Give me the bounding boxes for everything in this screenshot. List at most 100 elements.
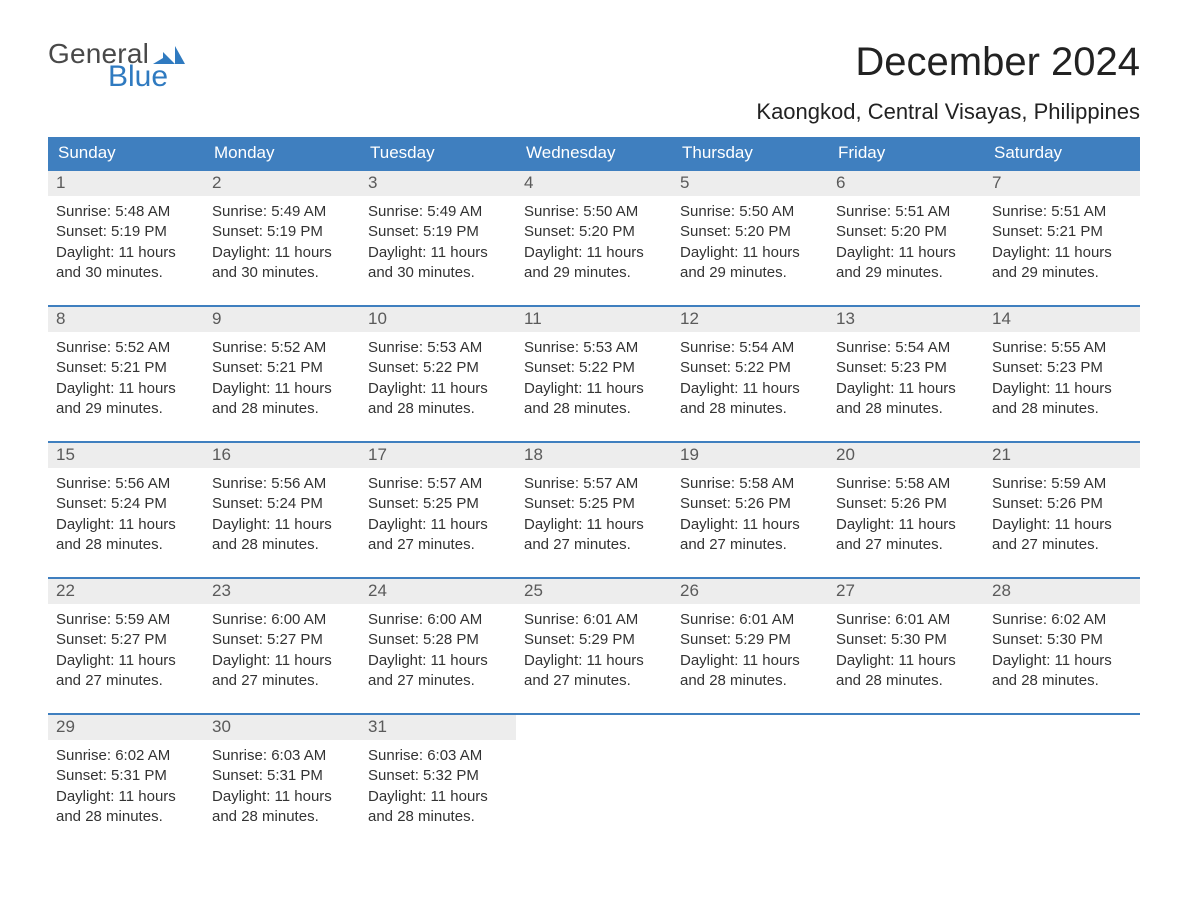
weekday-header: Tuesday [360,137,516,171]
day-dl1: Daylight: 11 hours [56,379,196,399]
day-dl2: and 28 minutes. [836,399,976,419]
day-body: Sunrise: 5:59 AMSunset: 5:26 PMDaylight:… [984,468,1140,561]
day-cell: 20Sunrise: 5:58 AMSunset: 5:26 PMDayligh… [828,443,984,563]
day-cell: 8Sunrise: 5:52 AMSunset: 5:21 PMDaylight… [48,307,204,427]
day-sunrise: Sunrise: 5:48 AM [56,202,196,222]
day-sunrise: Sunrise: 5:53 AM [524,338,664,358]
day-body: Sunrise: 5:52 AMSunset: 5:21 PMDaylight:… [48,332,204,425]
day-number: 20 [828,443,984,468]
day-sunrise: Sunrise: 5:54 AM [836,338,976,358]
day-cell: 17Sunrise: 5:57 AMSunset: 5:25 PMDayligh… [360,443,516,563]
day-sunset: Sunset: 5:21 PM [992,222,1132,242]
day-sunset: Sunset: 5:31 PM [56,766,196,786]
day-dl2: and 29 minutes. [680,263,820,283]
day-number: 26 [672,579,828,604]
weekday-header: Monday [204,137,360,171]
day-dl2: and 27 minutes. [368,671,508,691]
day-number: 5 [672,171,828,196]
weekday-header: Thursday [672,137,828,171]
day-dl2: and 27 minutes. [524,671,664,691]
day-cell: 21Sunrise: 5:59 AMSunset: 5:26 PMDayligh… [984,443,1140,563]
weekday-header: Friday [828,137,984,171]
day-cell [672,715,828,835]
day-cell: 7Sunrise: 5:51 AMSunset: 5:21 PMDaylight… [984,171,1140,291]
day-cell: 15Sunrise: 5:56 AMSunset: 5:24 PMDayligh… [48,443,204,563]
day-sunset: Sunset: 5:28 PM [368,630,508,650]
day-sunrise: Sunrise: 5:57 AM [524,474,664,494]
day-dl2: and 28 minutes. [212,535,352,555]
day-number: 17 [360,443,516,468]
day-body: Sunrise: 5:52 AMSunset: 5:21 PMDaylight:… [204,332,360,425]
day-number: 28 [984,579,1140,604]
day-body: Sunrise: 6:02 AMSunset: 5:31 PMDaylight:… [48,740,204,833]
day-dl1: Daylight: 11 hours [368,515,508,535]
day-sunrise: Sunrise: 5:56 AM [56,474,196,494]
day-sunset: Sunset: 5:29 PM [680,630,820,650]
day-dl2: and 28 minutes. [836,671,976,691]
day-sunrise: Sunrise: 5:55 AM [992,338,1132,358]
day-sunset: Sunset: 5:27 PM [212,630,352,650]
day-cell: 26Sunrise: 6:01 AMSunset: 5:29 PMDayligh… [672,579,828,699]
day-number: 8 [48,307,204,332]
day-number: 19 [672,443,828,468]
day-sunrise: Sunrise: 5:59 AM [56,610,196,630]
day-dl1: Daylight: 11 hours [368,651,508,671]
day-dl2: and 30 minutes. [368,263,508,283]
day-sunset: Sunset: 5:22 PM [368,358,508,378]
day-number: 15 [48,443,204,468]
day-number: 24 [360,579,516,604]
day-body: Sunrise: 5:53 AMSunset: 5:22 PMDaylight:… [360,332,516,425]
day-sunset: Sunset: 5:19 PM [368,222,508,242]
day-body: Sunrise: 5:53 AMSunset: 5:22 PMDaylight:… [516,332,672,425]
day-body: Sunrise: 5:51 AMSunset: 5:21 PMDaylight:… [984,196,1140,289]
day-number: 3 [360,171,516,196]
location-subtitle: Kaongkod, Central Visayas, Philippines [756,99,1140,125]
day-number: 12 [672,307,828,332]
day-number: 1 [48,171,204,196]
month-title: December 2024 [756,40,1140,85]
day-sunset: Sunset: 5:32 PM [368,766,508,786]
day-dl1: Daylight: 11 hours [680,379,820,399]
day-cell: 24Sunrise: 6:00 AMSunset: 5:28 PMDayligh… [360,579,516,699]
day-cell: 18Sunrise: 5:57 AMSunset: 5:25 PMDayligh… [516,443,672,563]
day-sunrise: Sunrise: 5:52 AM [56,338,196,358]
day-cell: 11Sunrise: 5:53 AMSunset: 5:22 PMDayligh… [516,307,672,427]
day-dl2: and 28 minutes. [992,671,1132,691]
day-sunrise: Sunrise: 5:57 AM [368,474,508,494]
day-dl1: Daylight: 11 hours [836,379,976,399]
day-sunrise: Sunrise: 6:01 AM [524,610,664,630]
day-cell: 25Sunrise: 6:01 AMSunset: 5:29 PMDayligh… [516,579,672,699]
day-number: 23 [204,579,360,604]
day-sunrise: Sunrise: 5:59 AM [992,474,1132,494]
day-body: Sunrise: 5:49 AMSunset: 5:19 PMDaylight:… [204,196,360,289]
day-cell: 30Sunrise: 6:03 AMSunset: 5:31 PMDayligh… [204,715,360,835]
day-sunset: Sunset: 5:31 PM [212,766,352,786]
day-sunrise: Sunrise: 5:49 AM [368,202,508,222]
day-body: Sunrise: 5:56 AMSunset: 5:24 PMDaylight:… [48,468,204,561]
day-sunrise: Sunrise: 5:52 AM [212,338,352,358]
day-number: 14 [984,307,1140,332]
day-sunrise: Sunrise: 5:58 AM [680,474,820,494]
day-number: 16 [204,443,360,468]
day-dl1: Daylight: 11 hours [368,379,508,399]
day-sunset: Sunset: 5:30 PM [836,630,976,650]
week-row: 29Sunrise: 6:02 AMSunset: 5:31 PMDayligh… [48,713,1140,835]
day-number: 31 [360,715,516,740]
day-cell: 31Sunrise: 6:03 AMSunset: 5:32 PMDayligh… [360,715,516,835]
day-dl2: and 28 minutes. [212,399,352,419]
day-sunrise: Sunrise: 6:01 AM [680,610,820,630]
day-cell: 10Sunrise: 5:53 AMSunset: 5:22 PMDayligh… [360,307,516,427]
calendar: Sunday Monday Tuesday Wednesday Thursday… [48,137,1140,835]
day-body: Sunrise: 5:57 AMSunset: 5:25 PMDaylight:… [516,468,672,561]
day-cell [516,715,672,835]
day-dl2: and 29 minutes. [992,263,1132,283]
day-number: 27 [828,579,984,604]
day-cell: 13Sunrise: 5:54 AMSunset: 5:23 PMDayligh… [828,307,984,427]
day-cell: 19Sunrise: 5:58 AMSunset: 5:26 PMDayligh… [672,443,828,563]
day-dl1: Daylight: 11 hours [212,787,352,807]
day-cell: 23Sunrise: 6:00 AMSunset: 5:27 PMDayligh… [204,579,360,699]
day-cell: 29Sunrise: 6:02 AMSunset: 5:31 PMDayligh… [48,715,204,835]
day-dl1: Daylight: 11 hours [524,243,664,263]
day-dl2: and 28 minutes. [56,807,196,827]
day-dl1: Daylight: 11 hours [992,515,1132,535]
